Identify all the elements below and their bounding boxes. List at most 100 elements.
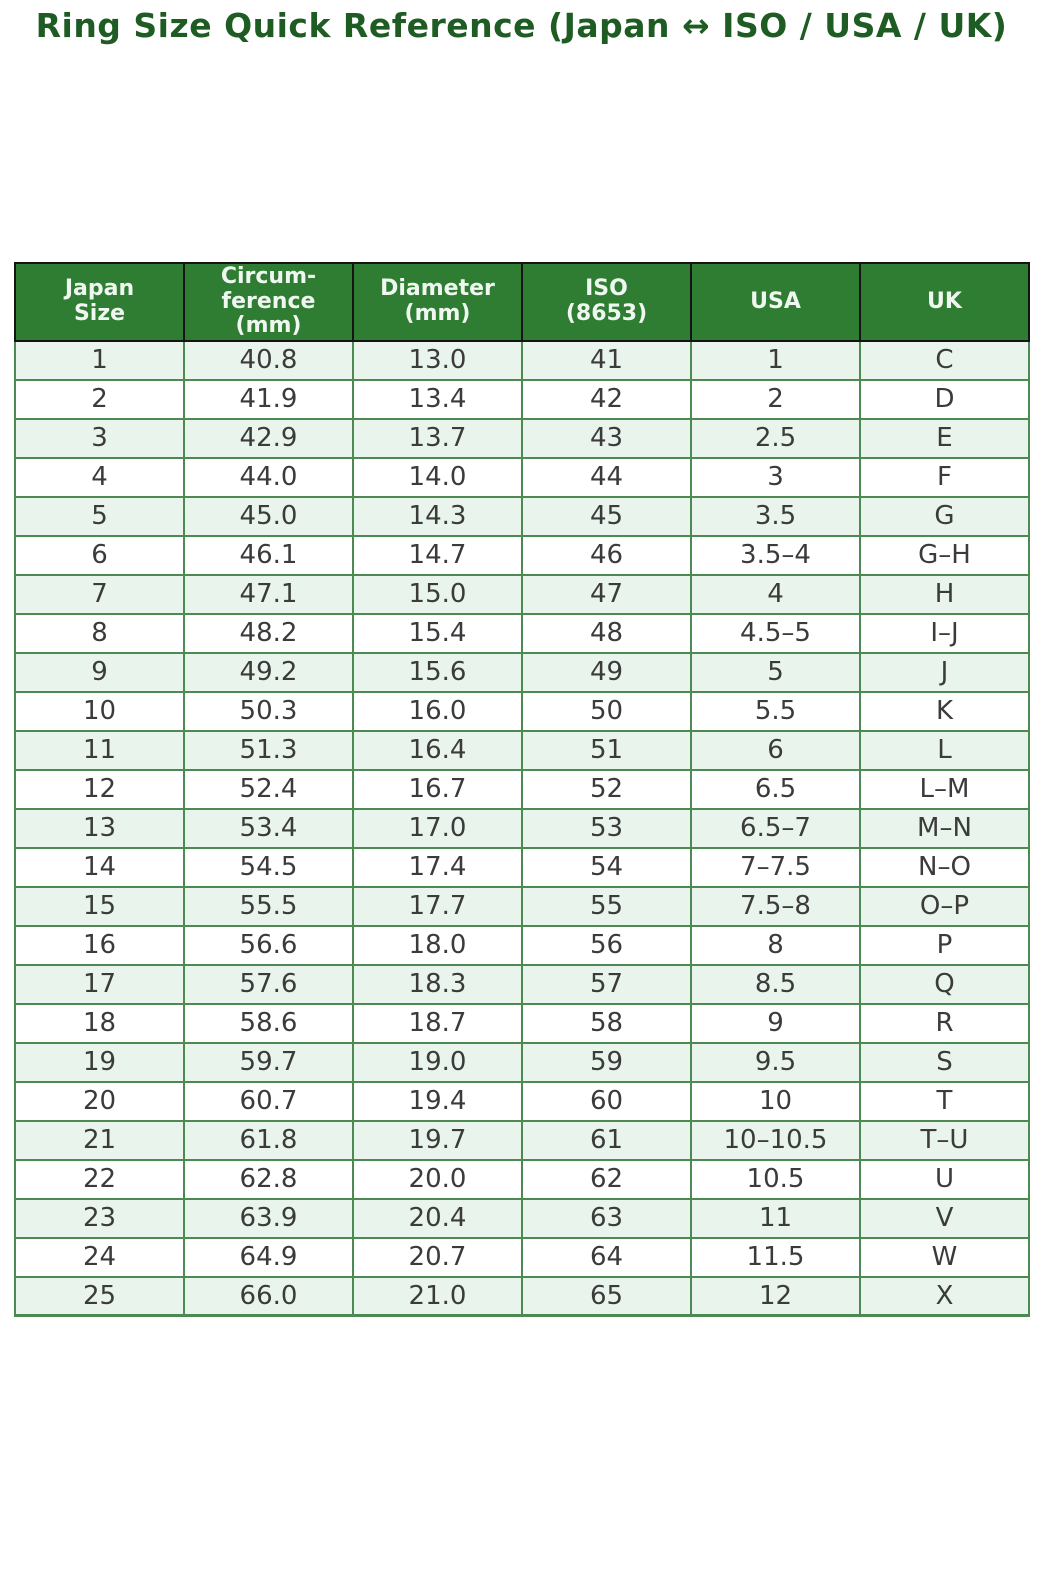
cell-uk: I–J [859, 612, 1030, 654]
cell-circumference-mm: 53.4 [183, 807, 354, 849]
column-header-diameter-mm: Diameter (mm) [352, 262, 523, 342]
column-header-uk: UK [859, 262, 1030, 342]
cell-circumference-mm: 54.5 [183, 846, 354, 888]
cell-iso-8653: 54 [521, 846, 692, 888]
cell-diameter-mm: 19.0 [352, 1041, 523, 1083]
cell-diameter-mm: 13.4 [352, 378, 523, 420]
cell-japan-size: 24 [14, 1236, 185, 1278]
cell-usa: 11.5 [690, 1236, 861, 1278]
cell-circumference-mm: 44.0 [183, 456, 354, 498]
cell-japan-size: 6 [14, 534, 185, 576]
column-header-usa: USA [690, 262, 861, 342]
table-row: 24 64.9 20.7 64 11.5 W [14, 1236, 1030, 1278]
cell-circumference-mm: 59.7 [183, 1041, 354, 1083]
cell-circumference-mm: 58.6 [183, 1002, 354, 1044]
cell-uk: T [859, 1080, 1030, 1122]
cell-uk: N–O [859, 846, 1030, 888]
cell-usa: 10–10.5 [690, 1119, 861, 1161]
cell-japan-size: 21 [14, 1119, 185, 1161]
table-row: 4 44.0 14.0 44 3 F [14, 456, 1030, 498]
cell-usa: 3.5–4 [690, 534, 861, 576]
cell-circumference-mm: 61.8 [183, 1119, 354, 1161]
cell-uk: H [859, 573, 1030, 615]
table-row: 19 59.7 19.0 59 9.5 S [14, 1041, 1030, 1083]
table-header: Japan Size Circum- ference (mm) Diameter (… [14, 262, 1030, 342]
cell-circumference-mm: 66.0 [183, 1275, 354, 1318]
table-row: 21 61.8 19.7 61 10–10.5 T–U [14, 1119, 1030, 1161]
cell-diameter-mm: 16.4 [352, 729, 523, 771]
cell-uk: T–U [859, 1119, 1030, 1161]
cell-diameter-mm: 18.0 [352, 924, 523, 966]
cell-usa: 2 [690, 378, 861, 420]
cell-japan-size: 23 [14, 1197, 185, 1239]
cell-iso-8653: 53 [521, 807, 692, 849]
table-row: 7 47.1 15.0 47 4 H [14, 573, 1030, 615]
table-row: 15 55.5 17.7 55 7.5–8 O–P [14, 885, 1030, 927]
cell-diameter-mm: 18.7 [352, 1002, 523, 1044]
cell-uk: L–M [859, 768, 1030, 810]
header-row: Japan Size Circum- ference (mm) Diameter (… [14, 262, 1030, 342]
cell-diameter-mm: 21.0 [352, 1275, 523, 1318]
cell-usa: 12 [690, 1275, 861, 1318]
cell-usa: 8.5 [690, 963, 861, 1005]
cell-japan-size: 5 [14, 495, 185, 537]
cell-japan-size: 25 [14, 1275, 185, 1318]
cell-usa: 6.5–7 [690, 807, 861, 849]
cell-japan-size: 22 [14, 1158, 185, 1200]
cell-iso-8653: 49 [521, 651, 692, 693]
cell-diameter-mm: 15.0 [352, 573, 523, 615]
cell-diameter-mm: 16.0 [352, 690, 523, 732]
table-row: 25 66.0 21.0 65 12 X [14, 1275, 1030, 1318]
cell-usa: 10.5 [690, 1158, 861, 1200]
table-row: 17 57.6 18.3 57 8.5 Q [14, 963, 1030, 1005]
cell-japan-size: 17 [14, 963, 185, 1005]
cell-uk: E [859, 417, 1030, 459]
cell-iso-8653: 52 [521, 768, 692, 810]
table-row: 10 50.3 16.0 50 5.5 K [14, 690, 1030, 732]
cell-usa: 4.5–5 [690, 612, 861, 654]
cell-circumference-mm: 48.2 [183, 612, 354, 654]
page-title: Ring Size Quick Reference (Japan ↔ ISO /… [35, 6, 1008, 45]
cell-iso-8653: 65 [521, 1275, 692, 1318]
table-row: 16 56.6 18.0 56 8 P [14, 924, 1030, 966]
cell-iso-8653: 59 [521, 1041, 692, 1083]
cell-iso-8653: 55 [521, 885, 692, 927]
cell-iso-8653: 41 [521, 339, 692, 381]
cell-diameter-mm: 20.7 [352, 1236, 523, 1278]
cell-uk: S [859, 1041, 1030, 1083]
cell-diameter-mm: 14.3 [352, 495, 523, 537]
table-row: 5 45.0 14.3 45 3.5 G [14, 495, 1030, 537]
cell-uk: F [859, 456, 1030, 498]
cell-circumference-mm: 57.6 [183, 963, 354, 1005]
cell-iso-8653: 45 [521, 495, 692, 537]
cell-uk: G [859, 495, 1030, 537]
cell-circumference-mm: 60.7 [183, 1080, 354, 1122]
cell-japan-size: 3 [14, 417, 185, 459]
cell-iso-8653: 51 [521, 729, 692, 771]
cell-iso-8653: 56 [521, 924, 692, 966]
cell-circumference-mm: 45.0 [183, 495, 354, 537]
cell-iso-8653: 58 [521, 1002, 692, 1044]
cell-iso-8653: 48 [521, 612, 692, 654]
cell-usa: 11 [690, 1197, 861, 1239]
cell-uk: D [859, 378, 1030, 420]
cell-usa: 6 [690, 729, 861, 771]
cell-uk: Q [859, 963, 1030, 1005]
cell-diameter-mm: 17.4 [352, 846, 523, 888]
cell-diameter-mm: 17.0 [352, 807, 523, 849]
cell-japan-size: 16 [14, 924, 185, 966]
cell-iso-8653: 50 [521, 690, 692, 732]
column-header-japan-size: Japan Size [14, 262, 185, 342]
cell-iso-8653: 44 [521, 456, 692, 498]
cell-uk: W [859, 1236, 1030, 1278]
cell-iso-8653: 63 [521, 1197, 692, 1239]
cell-iso-8653: 43 [521, 417, 692, 459]
cell-diameter-mm: 20.4 [352, 1197, 523, 1239]
cell-japan-size: 4 [14, 456, 185, 498]
table-row: 2 41.9 13.4 42 2 D [14, 378, 1030, 420]
cell-uk: G–H [859, 534, 1030, 576]
table-row: 20 60.7 19.4 60 10 T [14, 1080, 1030, 1122]
cell-iso-8653: 60 [521, 1080, 692, 1122]
cell-circumference-mm: 41.9 [183, 378, 354, 420]
